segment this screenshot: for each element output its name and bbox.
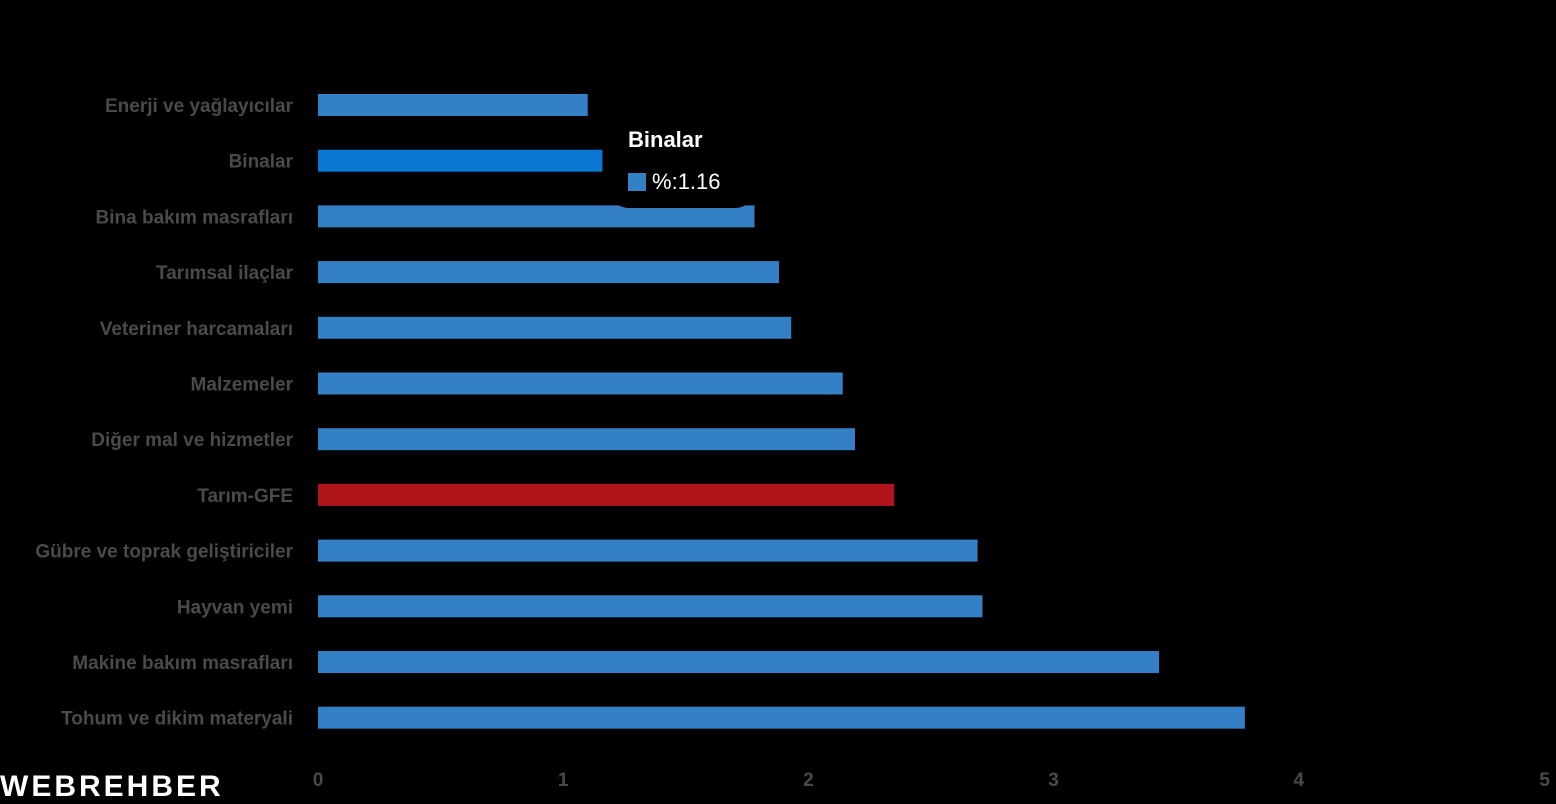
- category-label-0: Enerji ve yağlayıcılar: [105, 96, 294, 117]
- category-label-11: Tohum ve dikim materyali: [61, 709, 293, 730]
- x-tick-label-1: 1: [558, 770, 569, 791]
- x-tick-label-0: 0: [313, 770, 324, 791]
- bar-0[interactable]: [318, 94, 588, 116]
- bar-8[interactable]: [318, 539, 978, 562]
- tooltip-row: %: 1.16: [628, 169, 736, 195]
- category-label-6: Diğer mal ve hizmetler: [91, 430, 293, 451]
- bar-4[interactable]: [318, 316, 792, 339]
- tooltip-title: Binalar: [628, 127, 703, 152]
- bar-2[interactable]: [318, 205, 755, 228]
- category-label-7: Tarım-GFE: [197, 486, 293, 507]
- bar-1[interactable]: [318, 149, 603, 172]
- bar-10[interactable]: [318, 651, 1160, 673]
- x-tick-label-4: 4: [1294, 770, 1305, 791]
- bar-7[interactable]: [318, 483, 895, 506]
- logo: WEBREHBER: [0, 770, 224, 803]
- tooltip-series-label: %: [652, 169, 672, 194]
- category-label-5: Malzemeler: [191, 375, 294, 396]
- category-label-10: Makine bakım masrafları: [72, 653, 293, 674]
- x-tick-label-2: 2: [803, 770, 814, 791]
- category-label-3: Tarımsal ilaçlar: [156, 263, 294, 284]
- bar-11[interactable]: [318, 706, 1245, 729]
- bars-group: [318, 94, 1245, 729]
- tooltip-value: 1.16: [677, 169, 721, 194]
- tooltip-swatch: [628, 173, 646, 191]
- category-labels: Enerji ve yağlayıcılar Binalar Bina bakım …: [35, 96, 293, 730]
- bar-9[interactable]: [318, 595, 983, 618]
- bar-5[interactable]: [318, 372, 843, 395]
- category-label-9: Hayvan yemi: [177, 597, 293, 618]
- x-tick-label-3: 3: [1048, 770, 1059, 791]
- category-label-2: Bina bakım masrafları: [96, 207, 293, 228]
- bar-3[interactable]: [318, 261, 779, 284]
- category-label-8: Gübre ve toprak geliştiriciler: [35, 542, 293, 563]
- tooltip: Binalar %: 1.16: [612, 118, 752, 208]
- category-label-4: Veteriner harcamaları: [100, 319, 293, 340]
- x-axis-ticks: 0 1 2 3 4 5: [313, 770, 1551, 791]
- bar-6[interactable]: [318, 428, 855, 451]
- x-tick-label-5: 5: [1539, 770, 1550, 791]
- category-label-1: Binalar: [229, 152, 294, 173]
- tooltip-separator: :: [671, 169, 678, 194]
